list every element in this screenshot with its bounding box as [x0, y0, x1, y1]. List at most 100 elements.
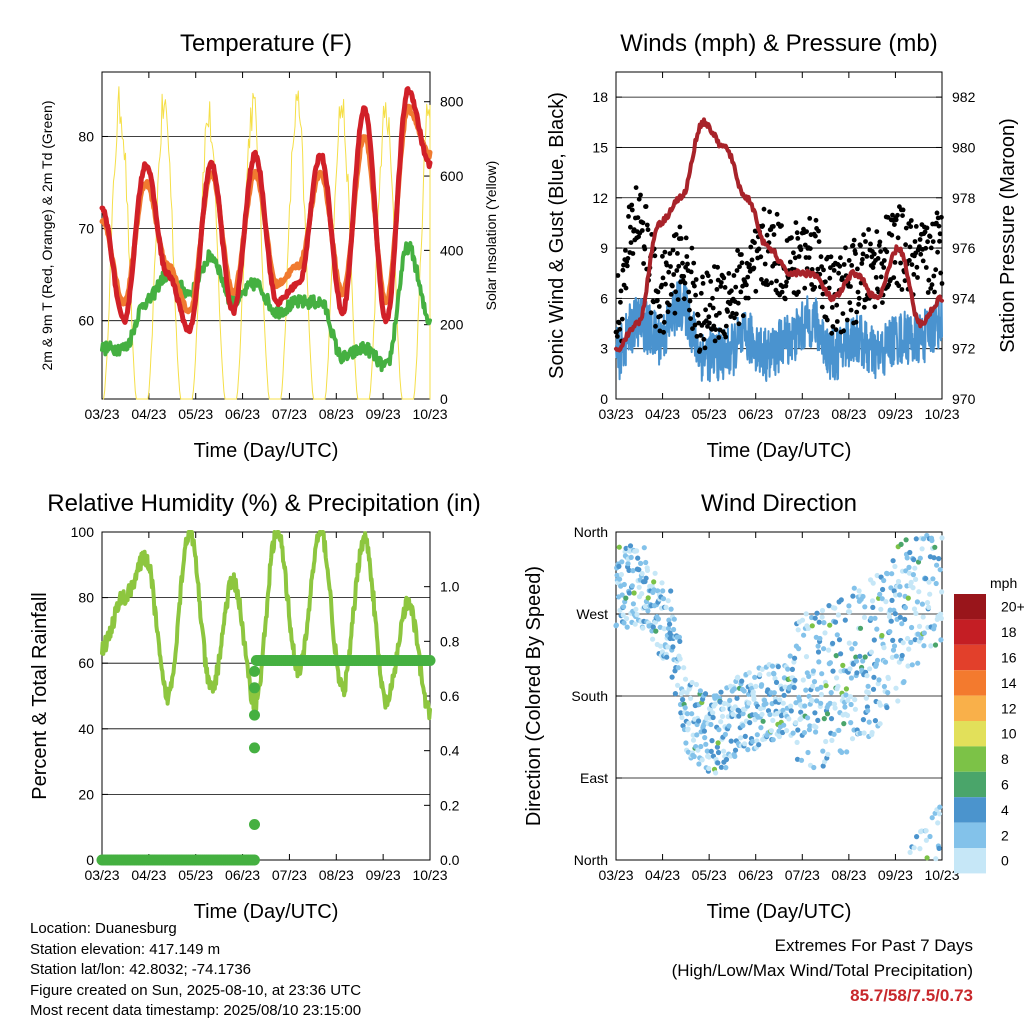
gust-point [804, 229, 809, 235]
gust-point [938, 270, 944, 276]
direction-point [926, 604, 932, 611]
direction-point [874, 572, 880, 579]
direction-point [781, 692, 787, 698]
direction-point [739, 678, 745, 684]
direction-point [852, 697, 858, 703]
gust-point [937, 238, 942, 244]
gust-point [655, 298, 660, 303]
gust-point [735, 300, 741, 306]
direction-point [742, 733, 748, 740]
gust-point [925, 239, 930, 245]
gust-point [898, 260, 903, 266]
direction-point [921, 643, 927, 649]
direction-point [937, 567, 943, 573]
gust-point [624, 263, 630, 269]
y-tick-label: East [580, 770, 608, 786]
direction-point [718, 719, 724, 725]
2m-t-line [99, 86, 433, 335]
direction-point [838, 651, 844, 657]
direction-point [643, 575, 649, 581]
direction-point [698, 743, 704, 750]
x-tick-label: 09/23 [366, 867, 401, 883]
gust-point [765, 282, 771, 288]
y-right-tick-label: 980 [952, 139, 976, 155]
direction-point [759, 711, 765, 717]
gust-point [736, 321, 742, 327]
direction-point [835, 612, 842, 618]
direction-point [838, 597, 844, 603]
direction-point [645, 595, 651, 601]
direction-point [736, 713, 742, 719]
gust-point [840, 311, 846, 316]
gust-point [670, 247, 676, 253]
gust-point [855, 266, 860, 272]
gust-point [855, 289, 861, 295]
gust-point [660, 275, 666, 281]
direction-point [683, 740, 689, 746]
direction-point [714, 744, 721, 750]
direction-point [832, 619, 839, 625]
x-tick-label: 06/23 [225, 867, 260, 883]
direction-point [798, 757, 805, 763]
direction-point [899, 652, 905, 659]
gust-point [827, 275, 833, 281]
gust-point [819, 304, 825, 310]
direction-point [706, 765, 712, 772]
colorbar-label: 20+ [1001, 599, 1024, 615]
direction-point [865, 690, 872, 696]
direction-point [693, 681, 700, 688]
direction-point [938, 637, 944, 643]
precip-point [424, 655, 436, 666]
y-right-tick-label: 972 [952, 341, 976, 357]
direction-point [916, 623, 923, 630]
direction-point [892, 563, 898, 570]
gust-point [895, 212, 900, 218]
direction-point [870, 686, 877, 692]
colorbar-label: 12 [1001, 700, 1017, 716]
gust-point [881, 265, 887, 270]
direction-point [908, 639, 914, 646]
direction-point [895, 578, 902, 585]
gust-point [701, 336, 707, 342]
y-tick-label: 9 [600, 240, 608, 256]
direction-point [794, 756, 801, 762]
direction-point [740, 723, 746, 729]
direction-point [928, 643, 934, 649]
direction-point [628, 554, 634, 561]
gust-point [931, 273, 937, 279]
gust-point [908, 218, 914, 223]
x-tick-label: 06/23 [738, 867, 773, 883]
gust-point [861, 304, 867, 310]
direction-point [806, 673, 812, 680]
direction-point [882, 659, 889, 665]
direction-point [631, 590, 637, 596]
direction-point [816, 659, 822, 665]
gust-point [756, 246, 762, 252]
direction-point [897, 592, 903, 598]
x-tick-label: 08/23 [319, 406, 354, 422]
direction-point [732, 747, 739, 753]
direction-point [681, 665, 687, 671]
gust-point [839, 275, 845, 281]
direction-point [715, 760, 721, 766]
speed-colorbar: mph 20+ 18 16 14 12 10 8 6 4 2 0 [954, 575, 1024, 874]
gust-point [690, 326, 695, 331]
direction-point [836, 727, 842, 734]
gust-point [738, 289, 744, 295]
direction-point [759, 666, 765, 672]
direction-point [877, 591, 883, 598]
direction-point [917, 846, 923, 852]
direction-point [902, 616, 908, 623]
gust-point [892, 260, 898, 265]
direction-point [643, 559, 649, 566]
gust-point [789, 235, 794, 241]
gust-point [846, 258, 852, 263]
y-tick-label: 70 [78, 221, 94, 237]
gust-point [621, 262, 626, 268]
direction-point [881, 683, 888, 690]
direction-point [888, 585, 894, 591]
direction-point [791, 684, 797, 691]
gust-point [660, 253, 665, 259]
direction-point [626, 590, 633, 596]
gust-point [936, 223, 942, 229]
